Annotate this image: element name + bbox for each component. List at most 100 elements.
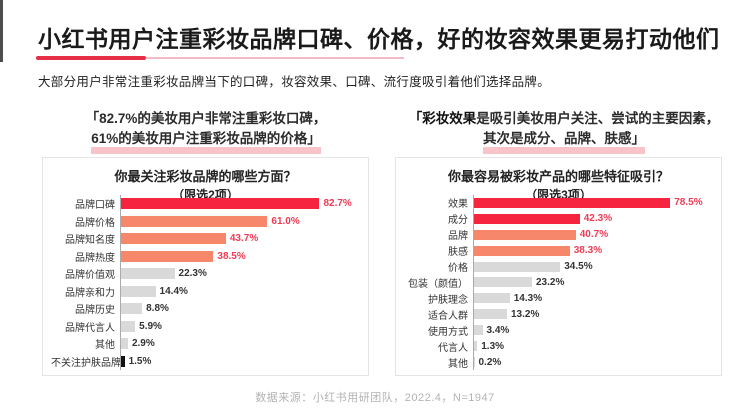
value-label: 42.3% bbox=[583, 213, 613, 225]
bar bbox=[121, 215, 268, 227]
bar-zone: 40.7% bbox=[473, 226, 715, 243]
category-label: 其他 bbox=[448, 358, 468, 370]
bar-zone: 61.0% bbox=[120, 212, 362, 230]
bar-zone: 3.4% bbox=[473, 322, 715, 339]
bar-row: 品牌价值观 22.3% bbox=[51, 265, 362, 283]
quote-right-line1: 是吸引美妆用户关注、尝试的主要因素， bbox=[476, 111, 720, 126]
bar bbox=[121, 338, 128, 350]
bar-zone: 1.5% bbox=[120, 352, 362, 370]
bar-zone: 14.3% bbox=[473, 290, 715, 307]
bar-zone: 5.9% bbox=[120, 317, 362, 335]
value-label: 8.8% bbox=[146, 303, 169, 315]
category-label: 价格 bbox=[448, 263, 468, 275]
value-label: 1.5% bbox=[128, 355, 152, 367]
bar-zone: 13.2% bbox=[473, 306, 715, 323]
bar-row: 品牌热度 38.5% bbox=[51, 247, 362, 265]
bar-row: 品牌价格 61.0% bbox=[51, 212, 362, 230]
bar-zone: 38.5% bbox=[120, 247, 362, 265]
value-label: 78.5% bbox=[674, 197, 703, 209]
value-label: 40.7% bbox=[579, 229, 609, 241]
category-label: 代言人 bbox=[438, 342, 468, 354]
chart-title: 你最容易被彩妆产品的哪些特征吸引？ bbox=[447, 169, 669, 184]
bar bbox=[474, 197, 671, 208]
chart-title: 你最关注彩妆品牌的哪些方面？ bbox=[114, 169, 297, 184]
bar-row: 其他 0.2% bbox=[404, 354, 715, 370]
category-label: 品牌历史 bbox=[75, 305, 115, 317]
bar bbox=[121, 355, 125, 367]
bar-row: 效果 78.5% bbox=[404, 195, 715, 211]
value-label: 0.2% bbox=[478, 356, 502, 368]
chart-product-features: 你最容易被彩妆产品的哪些特征吸引？ （限选3项） 效果 78.5% 成分 42.3% 品… bbox=[395, 157, 722, 376]
category-label: 适合人群 bbox=[428, 310, 468, 322]
bar bbox=[121, 250, 214, 262]
value-label: 61.0% bbox=[271, 215, 300, 227]
category-label: 品牌热度 bbox=[75, 252, 115, 264]
value-label: 13.2% bbox=[511, 308, 540, 320]
bar bbox=[474, 261, 561, 272]
bar-row: 品牌亲和力 14.4% bbox=[51, 282, 362, 300]
bar-zone: 34.5% bbox=[473, 258, 715, 275]
bar bbox=[474, 357, 475, 368]
category-label: 品牌知名度 bbox=[65, 235, 115, 247]
bar-zone: 78.5% bbox=[473, 195, 715, 211]
bar-zone: 1.3% bbox=[473, 338, 715, 355]
bar-row: 价格 34.5% bbox=[404, 258, 715, 275]
bar-zone: 0.2% bbox=[473, 354, 715, 370]
bar-rows: 效果 78.5% 成分 42.3% 品牌 40.7% 肤感 38.3% 价格 34.5% 包装（颜值… bbox=[404, 195, 715, 370]
bar-row: 其他 2.9% bbox=[51, 335, 362, 353]
bar-zone: 23.2% bbox=[473, 274, 715, 291]
bar-row: 适合人群 13.2% bbox=[404, 306, 715, 323]
bar-zone: 43.7% bbox=[120, 230, 362, 248]
value-label: 14.3% bbox=[513, 292, 543, 304]
bar bbox=[474, 213, 580, 224]
category-label: 效果 bbox=[448, 199, 468, 211]
bar-row: 肤感 38.3% bbox=[404, 242, 715, 259]
quote-left-line1: 「82.7%的美妆用户非常注重彩妆口碑， bbox=[85, 111, 327, 126]
bar bbox=[121, 268, 175, 280]
bar-row: 品牌历史 8.8% bbox=[51, 300, 362, 318]
category-label: 品牌价格 bbox=[75, 217, 115, 229]
bar bbox=[121, 285, 156, 297]
chart-brand-aspects: 你最关注彩妆品牌的哪些方面？ （限选2项） 品牌口碑 82.7% 品牌价格 61.0%… bbox=[42, 157, 369, 376]
bar-zone: 22.3% bbox=[120, 265, 362, 283]
value-label: 82.7% bbox=[323, 198, 352, 210]
bar-row: 品牌知名度 43.7% bbox=[51, 230, 362, 248]
quote-left: 「82.7%的美妆用户非常注重彩妆口碑， 61%的美妆用户注重彩妆品牌的价格」 bbox=[40, 109, 372, 154]
quote-left-line2: 61%的美妆用户注重彩妆品牌的价格」 bbox=[91, 130, 321, 154]
quote-right-line2: 其次是成分、品牌、肤感」 bbox=[483, 130, 645, 154]
screen-edge-artifact bbox=[0, 0, 3, 62]
category-label: 包装（颜值） bbox=[408, 278, 468, 290]
page-subtitle: 大部分用户非常注重彩妆品牌当下的口碑，妆容效果、口碑、流行度吸引着他们选择品牌。 bbox=[38, 75, 551, 89]
bar bbox=[474, 341, 478, 352]
category-label: 护肤理念 bbox=[428, 294, 468, 306]
quote-right-highlight: 「彩妆效果 bbox=[408, 111, 477, 126]
value-label: 1.3% bbox=[481, 340, 505, 352]
bar-row: 品牌代言人 5.9% bbox=[51, 317, 362, 335]
bar-zone: 82.7% bbox=[120, 195, 362, 213]
category-label: 品牌代言人 bbox=[65, 322, 115, 334]
bar-zone: 8.8% bbox=[120, 300, 362, 318]
bar-row: 品牌口碑 82.7% bbox=[51, 195, 362, 213]
bar-zone: 2.9% bbox=[120, 335, 362, 353]
bar bbox=[474, 325, 483, 336]
bar-row: 使用方式 3.4% bbox=[404, 322, 715, 339]
quote-right: 「彩妆效果是吸引美妆用户关注、尝试的主要因素， 其次是成分、品牌、肤感」 bbox=[398, 109, 730, 154]
category-label: 不关注护肤品牌 bbox=[51, 357, 121, 369]
value-label: 38.5% bbox=[217, 250, 246, 262]
category-label: 品牌价值观 bbox=[65, 270, 115, 282]
value-label: 14.4% bbox=[159, 285, 188, 297]
bar bbox=[121, 320, 136, 332]
value-label: 22.3% bbox=[178, 268, 207, 280]
bar-row: 代言人 1.3% bbox=[404, 338, 715, 355]
bar bbox=[474, 277, 532, 288]
category-label: 品牌 bbox=[448, 231, 468, 243]
bar bbox=[121, 198, 320, 210]
category-label: 肤感 bbox=[448, 247, 468, 259]
bar bbox=[474, 245, 570, 256]
bar-row: 包装（颜值） 23.2% bbox=[404, 274, 715, 291]
page-title: 小红书用户注重彩妆品牌口碑、价格，好的妆容效果更易打动他们 bbox=[38, 26, 720, 52]
value-label: 34.5% bbox=[564, 261, 593, 273]
bar-row: 品牌 40.7% bbox=[404, 226, 715, 243]
bar-zone: 38.3% bbox=[473, 242, 715, 259]
bar-row: 成分 42.3% bbox=[404, 210, 715, 227]
